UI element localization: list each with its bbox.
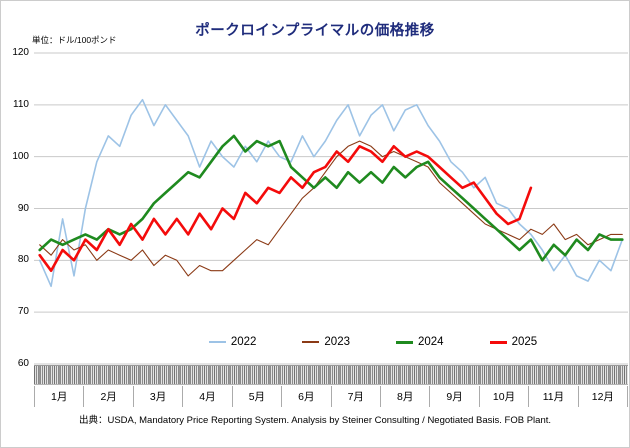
chart-title: ポークロインプライマルの価格推移 — [195, 23, 435, 39]
legend-label: 2022 — [230, 336, 257, 348]
series-line-2024 — [38, 134, 624, 262]
x-axis-month-labels: 1月 2月 3月 4月 5月 6月 7月 8月 9月 10月 11月 12月 — [34, 386, 629, 407]
legend-item-2024: 2024 — [396, 336, 444, 348]
month-label: 7月 — [330, 386, 380, 407]
y-axis-tick-label: 60 — [17, 358, 29, 369]
month-label: 5月 — [231, 386, 281, 407]
legend-item-2023: 2023 — [302, 336, 350, 348]
legend-swatch-2025 — [489, 340, 507, 344]
series-line-2022 — [38, 98, 624, 288]
month-label: 2月 — [83, 386, 132, 407]
series-line-2025 — [38, 145, 533, 273]
legend-swatch-2022 — [208, 341, 226, 343]
month-label: 11月 — [528, 386, 577, 407]
legend-swatch-2024 — [396, 340, 413, 344]
source-note: 出典：USDA, Mandatory Price Reporting Syste… — [78, 415, 552, 426]
legend-item-2022: 2022 — [208, 336, 257, 348]
legend-label: 2025 — [511, 336, 538, 348]
month-label: 9月 — [429, 386, 478, 407]
month-label: 4月 — [182, 386, 231, 407]
month-label: 6月 — [281, 386, 330, 407]
y-axis-tick-label: 100 — [12, 150, 29, 162]
month-label: 8月 — [379, 386, 429, 407]
month-label: 12月 — [577, 386, 629, 407]
y-axis-tick-label: 90 — [17, 202, 29, 214]
y-axis-tick-label: 70 — [17, 306, 29, 318]
x-axis-daily-tick-band — [34, 365, 628, 385]
month-label: 1月 — [34, 386, 83, 407]
month-label: 10月 — [478, 386, 528, 407]
y-axis-tick-label: 80 — [17, 254, 29, 266]
y-axis-tick-label: 120 — [12, 47, 29, 58]
y-axis-tick-label: 110 — [13, 98, 29, 110]
unit-label: 単位：ドル/100ポンド — [32, 35, 117, 45]
legend-label: 2023 — [324, 336, 350, 348]
month-label: 3月 — [132, 386, 182, 407]
chart-legend: 2022 2023 2024 2025 — [1, 336, 629, 348]
series-line-2023 — [39, 140, 623, 277]
legend-swatch-2023 — [302, 341, 320, 343]
legend-item-2025: 2025 — [489, 336, 538, 348]
legend-label: 2024 — [418, 336, 444, 348]
